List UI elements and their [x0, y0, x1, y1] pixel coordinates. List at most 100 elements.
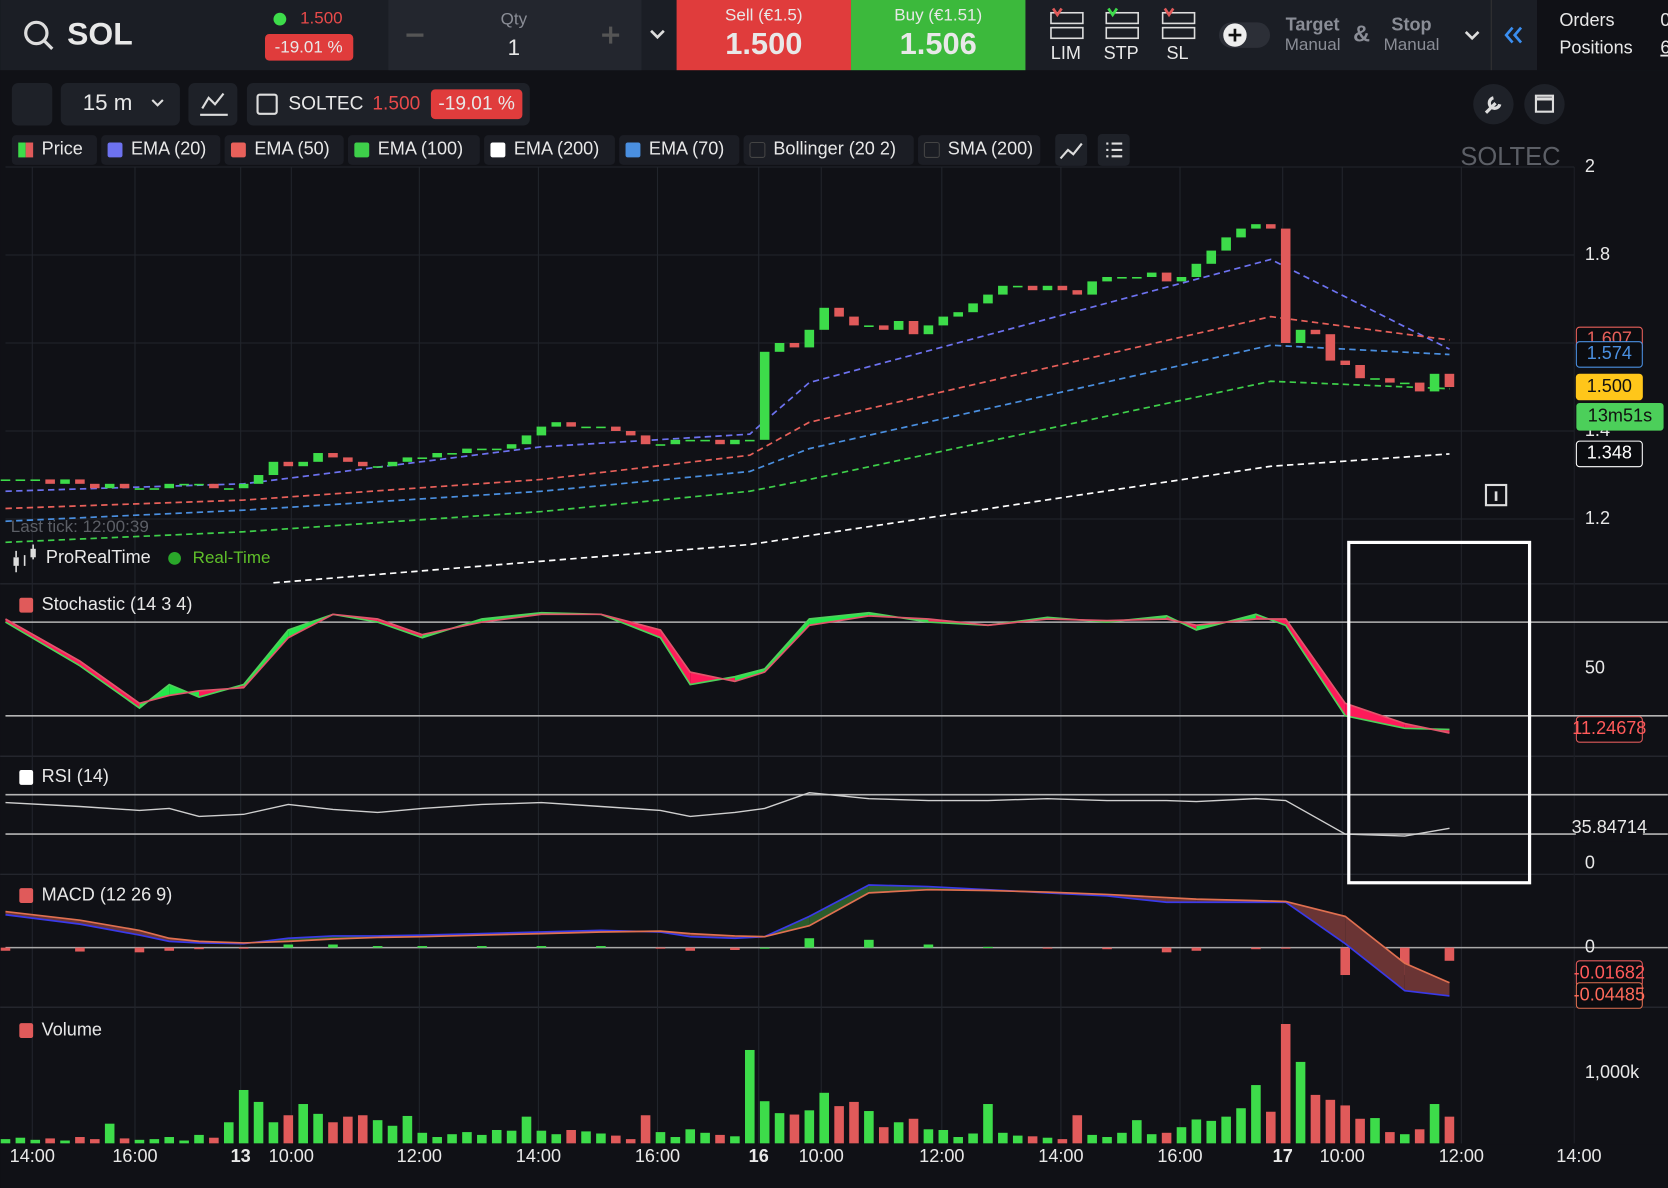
x-tick-label: 14:00 [516, 1146, 561, 1166]
target-label: Target [1286, 14, 1340, 34]
buy-label: Buy (€1.51) [894, 5, 982, 24]
ema-line [5, 380, 1450, 544]
legend-item[interactable] [743, 135, 914, 165]
volume-bar [938, 1129, 949, 1144]
histogram-bar [477, 946, 487, 948]
x-tick-label: 13 [231, 1146, 251, 1166]
order-type[interactable]: SL [1166, 43, 1188, 63]
logo [13, 557, 19, 566]
legend-label: Bollinger (20 2) [773, 139, 896, 159]
band-fill [660, 629, 691, 685]
x-tick-label: 12:00 [1439, 1146, 1484, 1166]
volume-bar [149, 1139, 160, 1144]
volume-bar [625, 1139, 636, 1144]
histogram-bar [1399, 947, 1410, 976]
window-button[interactable] [1524, 84, 1565, 125]
volume-bar [1146, 1134, 1157, 1144]
price-badge [1575, 982, 1643, 1009]
sell-price: 1.500 [725, 26, 802, 61]
candle [223, 488, 234, 490]
price-badge [1575, 440, 1643, 468]
volume-bar [655, 1132, 666, 1144]
info-icon[interactable] [256, 93, 278, 115]
stop-label: Stop [1391, 14, 1431, 34]
candle [774, 343, 785, 352]
instrument-price: 1.500 [372, 93, 420, 114]
candle [462, 448, 472, 454]
order-icon [1161, 26, 1196, 40]
candle [417, 457, 428, 460]
volume-bar [447, 1134, 457, 1144]
candle [685, 439, 696, 442]
candle [477, 448, 487, 451]
legend-swatch [923, 141, 940, 158]
positions-count: 6 [1660, 38, 1668, 58]
buy-button[interactable] [851, 0, 1026, 71]
link-button[interactable] [11, 82, 53, 126]
order-type[interactable]: STP [1104, 43, 1139, 63]
pane-title: MACD (12 26 9) [42, 884, 173, 904]
qty-value[interactable]: 1 [508, 35, 520, 60]
y-tick-label: 1,000k [1585, 1062, 1640, 1082]
volume-bar [1072, 1115, 1083, 1144]
volume-bar [194, 1134, 204, 1144]
collapse-icon[interactable] [1504, 26, 1523, 44]
candle [878, 325, 889, 330]
volume-bar [179, 1140, 189, 1144]
indicator-icon [200, 92, 228, 116]
volume-bar [834, 1106, 844, 1144]
draw-button[interactable] [1055, 134, 1088, 166]
legend-item[interactable] [101, 135, 221, 165]
volume-bar [685, 1129, 696, 1144]
order-type-icons: LIM STP SL [1050, 7, 1196, 63]
legend-swatch [230, 142, 246, 158]
timeframe-button[interactable] [60, 82, 180, 126]
wrench-icon [1484, 96, 1502, 114]
legend-item[interactable] [484, 135, 615, 165]
volume-bar [462, 1132, 472, 1144]
info-icon[interactable] [1484, 483, 1508, 507]
candle [402, 457, 413, 462]
indicator-button[interactable] [188, 82, 238, 126]
histogram-bar [1280, 947, 1291, 949]
indicator-line [5, 884, 1450, 997]
candle [789, 343, 800, 348]
legend-item[interactable] [224, 135, 344, 165]
legend-item[interactable] [347, 135, 480, 165]
legend-item[interactable] [619, 135, 740, 165]
y-tick-label: 2 [1585, 156, 1595, 176]
legend-item[interactable] [918, 135, 1041, 165]
order-arrow [1107, 7, 1119, 18]
x-tick-label: 17 [1273, 1146, 1293, 1166]
search-icon[interactable] [24, 20, 49, 46]
dropdown[interactable] [650, 29, 665, 40]
y-tick-label: 0 [1585, 936, 1595, 956]
sell-button[interactable] [676, 0, 852, 71]
ema-line [5, 344, 1450, 523]
candle [179, 483, 189, 486]
volume-bar [313, 1113, 323, 1144]
and-sign: & [1353, 20, 1370, 46]
instrument: SOLTEC [288, 93, 363, 114]
order-type[interactable]: LIM [1051, 43, 1081, 63]
candle [60, 479, 70, 484]
volume-bar [223, 1122, 234, 1144]
orders-label: Orders [1559, 10, 1614, 30]
histogram-bar [283, 944, 294, 948]
dropdown[interactable] [1464, 30, 1480, 41]
histogram-bar [983, 946, 993, 948]
indicator-line [5, 791, 1450, 837]
volume-bar [1310, 1094, 1321, 1144]
volume-bar [1027, 1136, 1038, 1144]
candle [730, 439, 740, 445]
volume-bar [983, 1104, 993, 1144]
target-mode: Manual [1285, 35, 1341, 54]
volume-bar [15, 1137, 26, 1144]
candle [432, 453, 442, 458]
candle [551, 422, 562, 427]
timeframe: 15 m [83, 90, 133, 115]
volume-bar [551, 1134, 562, 1144]
candle [1295, 329, 1306, 344]
volume-bar [998, 1132, 1008, 1144]
